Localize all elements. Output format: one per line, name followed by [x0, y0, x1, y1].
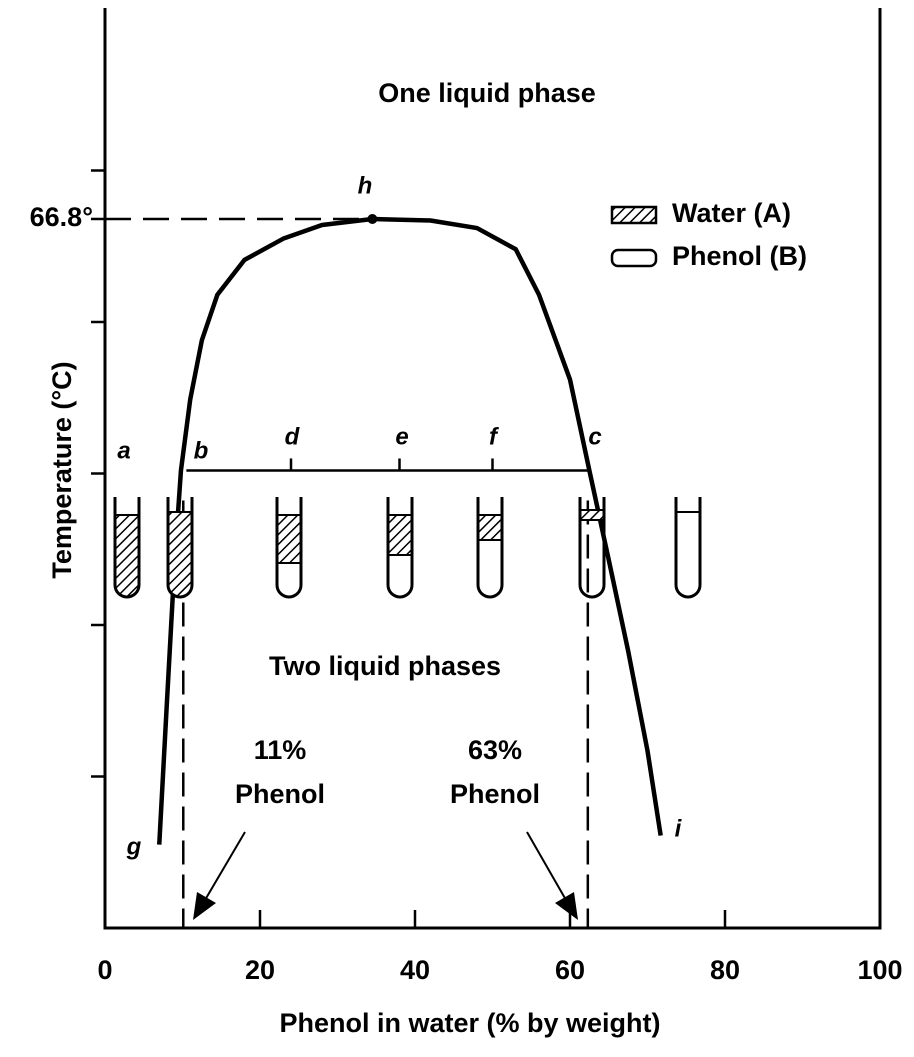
point-label: h: [358, 172, 373, 199]
y-tick-label: 66.8°: [30, 202, 93, 232]
water-layer: [168, 512, 192, 597]
water-layer: [277, 515, 301, 563]
legend-label: Phenol (B): [672, 241, 807, 271]
water-layer: [478, 515, 502, 540]
x-tick-label: 80: [710, 955, 740, 985]
axis-frame: [103, 8, 882, 930]
legend-swatch: [610, 248, 658, 268]
test-tube: [578, 497, 606, 599]
x-tick-label: 40: [400, 955, 430, 985]
legend-swatch: [610, 205, 658, 225]
legend-label: Water (A): [672, 198, 791, 228]
water-layer: [388, 515, 412, 555]
x-tick-label: 20: [245, 955, 275, 985]
annotation: Phenol: [450, 779, 540, 809]
y-axis-title: Temperature (°C): [47, 361, 77, 578]
annotation: 63%: [468, 735, 522, 765]
annotation: Phenol: [235, 779, 325, 809]
water-layer: [115, 515, 139, 597]
x-tick-label: 0: [97, 955, 112, 985]
arrow-head: [193, 892, 216, 920]
point-label: a: [117, 437, 130, 464]
water-layer: [580, 510, 604, 520]
x-axis-title: Phenol in water (% by weight): [279, 1008, 660, 1038]
annotation: 11%: [254, 735, 307, 765]
arrow: [526, 831, 567, 901]
x-tick-label: 100: [857, 955, 902, 985]
point-label: f: [489, 423, 499, 450]
test-tube: [113, 497, 141, 599]
annotation: One liquid phase: [378, 78, 596, 108]
test-tube: [674, 497, 702, 599]
point-label: b: [194, 437, 209, 464]
arrow-head: [555, 892, 578, 920]
point-label: i: [675, 815, 683, 842]
x-tick-label: 60: [555, 955, 585, 985]
point-label: c: [588, 423, 601, 450]
critical-point: [367, 213, 378, 224]
point-label: d: [285, 423, 301, 450]
point-label: g: [126, 833, 142, 860]
arrow: [204, 831, 246, 901]
test-tube: [166, 497, 194, 599]
point-label: e: [395, 423, 408, 450]
test-tube: [386, 497, 414, 599]
test-tube: [476, 497, 504, 599]
annotation: Two liquid phases: [269, 651, 501, 681]
test-tube: [275, 497, 303, 599]
